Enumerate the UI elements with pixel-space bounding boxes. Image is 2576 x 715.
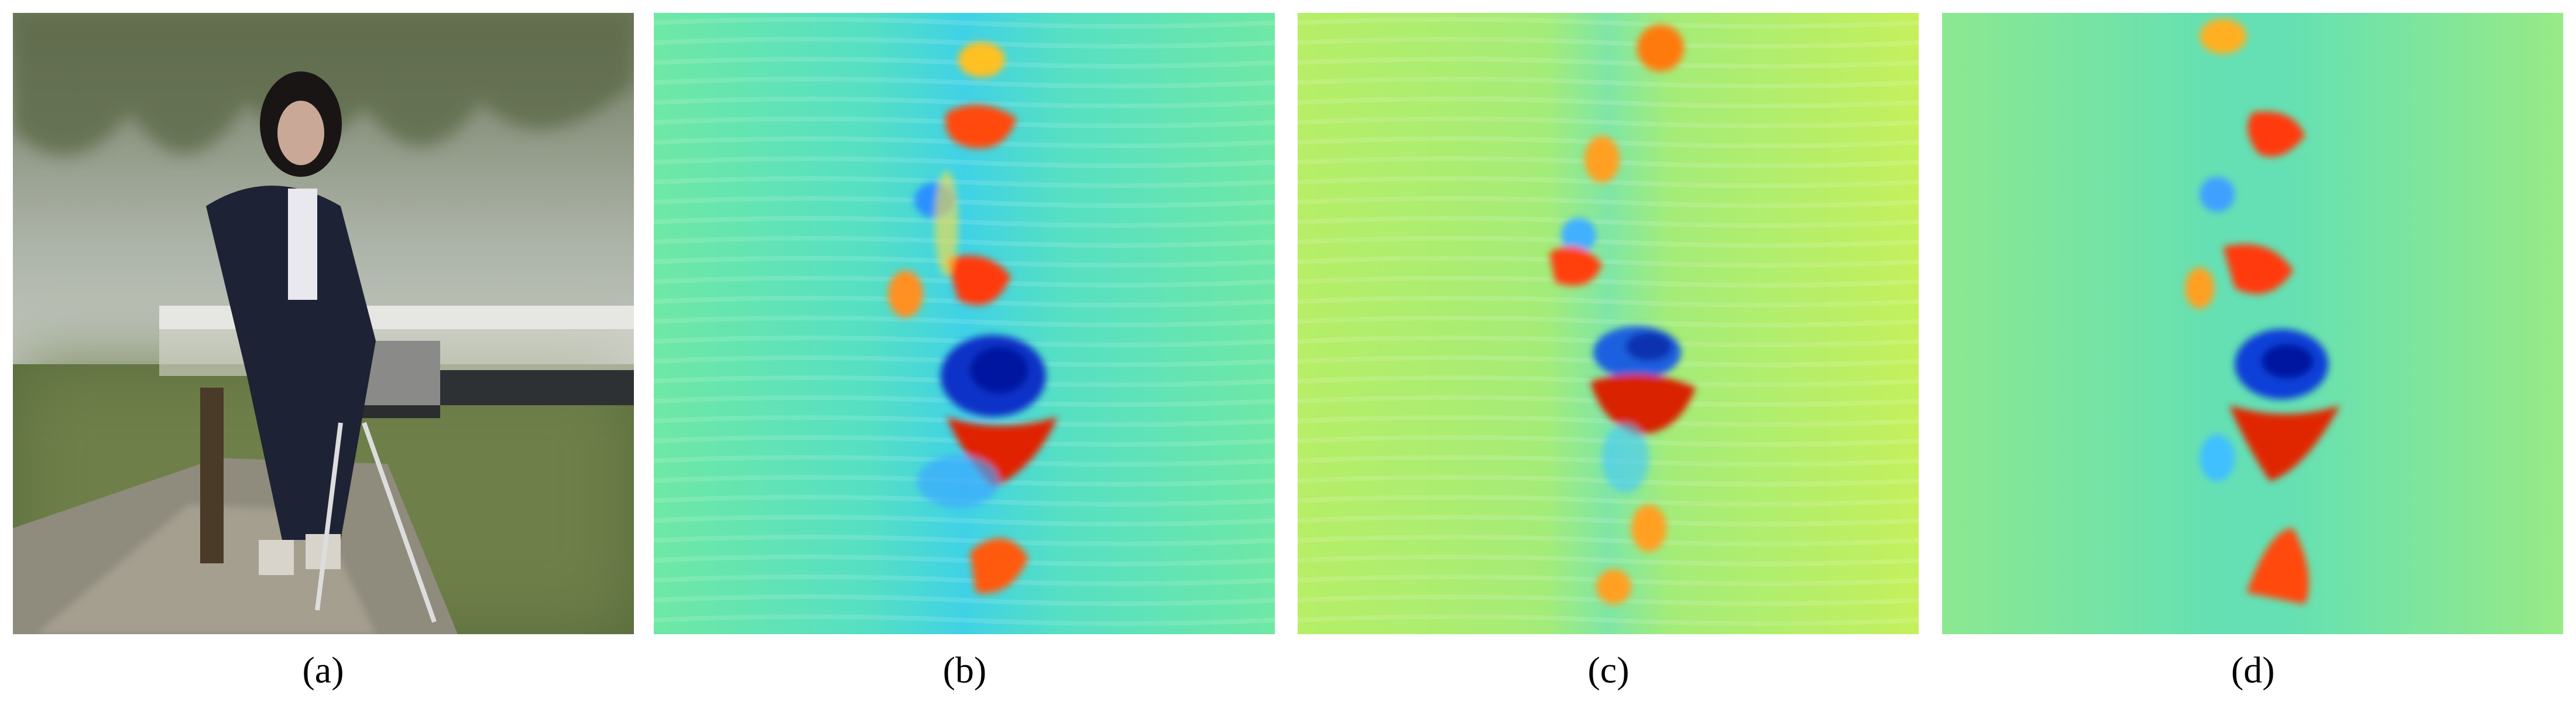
panel-label: (c)	[1587, 649, 1629, 691]
heatmap-d	[1942, 13, 2563, 634]
panel-label: (d)	[2231, 649, 2275, 691]
heatmap-b	[654, 13, 1275, 634]
panel-label: (b)	[943, 649, 987, 691]
panel-label: (a)	[302, 649, 344, 691]
photo-panel	[13, 13, 634, 634]
heatmap-c	[1298, 13, 1919, 634]
